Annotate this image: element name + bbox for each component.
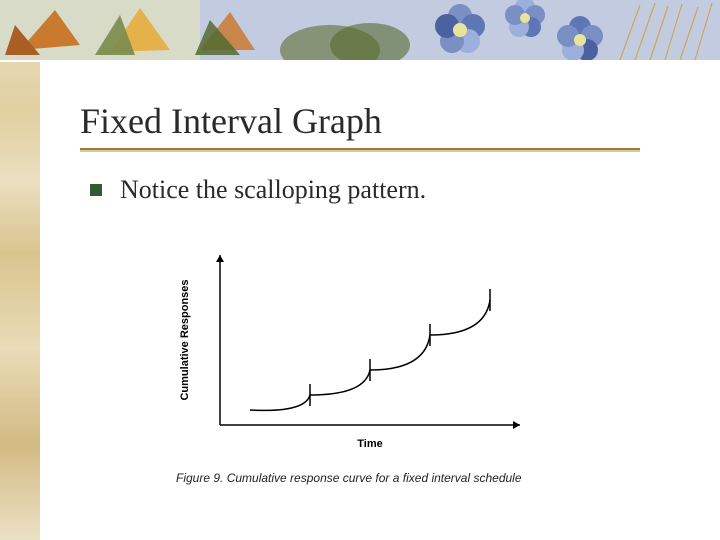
page-title: Fixed Interval Graph [80,100,382,142]
chart-caption: Figure 9. Cumulative response curve for … [176,471,570,485]
square-bullet-icon [90,184,102,196]
bullet-row: Notice the scalloping pattern. [90,175,426,205]
left-texture-strip [0,62,40,540]
chart-container: Cumulative Responses Time Figure 9. Cumul… [170,245,570,485]
title-underline-shadow [80,150,640,152]
bullet-text: Notice the scalloping pattern. [120,175,426,205]
svg-text:Cumulative Responses: Cumulative Responses [179,279,191,400]
svg-text:Time: Time [357,438,382,450]
decorative-banner [0,0,720,62]
fixed-interval-chart: Cumulative Responses Time [170,245,540,465]
